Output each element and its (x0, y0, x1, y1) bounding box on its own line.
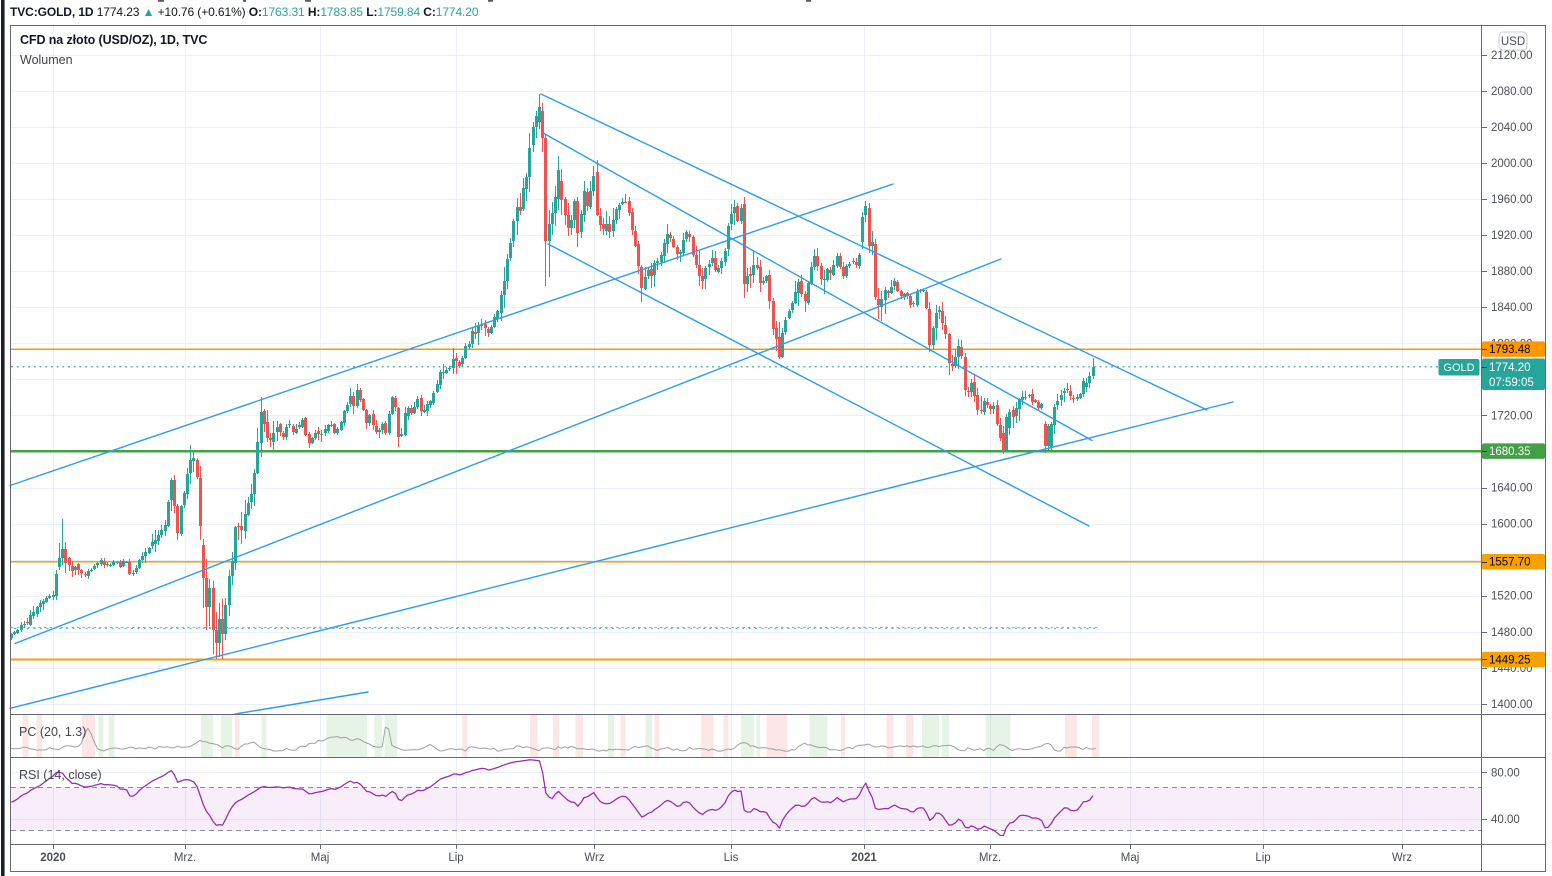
svg-text:1680.35: 1680.35 (1489, 446, 1531, 458)
svg-text:1720.00: 1720.00 (1491, 410, 1533, 422)
svg-text:2021: 2021 (851, 852, 877, 864)
svg-text:1960.00: 1960.00 (1491, 194, 1533, 206)
svg-text:RSI (14, close): RSI (14, close) (19, 768, 102, 782)
svg-text:1600.00: 1600.00 (1491, 519, 1533, 531)
svg-text:Lip: Lip (448, 852, 463, 864)
svg-text:80.00: 80.00 (1491, 768, 1520, 780)
svg-text:Maj: Maj (1121, 852, 1140, 864)
svg-text:TVC:GOLD, 1D 1774.23 ▲ +10.76: TVC:GOLD, 1D 1774.23 ▲ +10.76 (+0.61%) O… (10, 5, 479, 19)
svg-text:1557.70: 1557.70 (1489, 557, 1531, 569)
svg-text:GOLD: GOLD (1443, 362, 1474, 374)
svg-text:Mrz.: Mrz. (979, 852, 1001, 864)
svg-text:1793.48: 1793.48 (1489, 344, 1531, 356)
svg-text:40.00: 40.00 (1491, 814, 1520, 826)
svg-text:Maj: Maj (311, 852, 330, 864)
svg-text:1449.25: 1449.25 (1489, 655, 1531, 667)
svg-text:1480.00: 1480.00 (1491, 627, 1533, 639)
svg-text:1400.00: 1400.00 (1491, 699, 1533, 711)
svg-text:2020: 2020 (40, 852, 66, 864)
svg-text:1774.20: 1774.20 (1489, 362, 1531, 374)
svg-text:2040.00: 2040.00 (1491, 122, 1533, 134)
svg-text:Lis: Lis (724, 852, 739, 864)
svg-text:Lip: Lip (1255, 852, 1270, 864)
svg-text:07:59:05: 07:59:05 (1489, 377, 1534, 389)
svg-text:1520.00: 1520.00 (1491, 591, 1533, 603)
svg-text:Wrz: Wrz (584, 852, 604, 864)
svg-text:PC (20, 1.3): PC (20, 1.3) (19, 725, 86, 739)
svg-text:2120.00: 2120.00 (1491, 50, 1533, 62)
svg-text:1640.00: 1640.00 (1491, 483, 1533, 495)
svg-text:Wolumen: Wolumen (20, 53, 73, 67)
svg-text:Wrz: Wrz (1392, 852, 1412, 864)
svg-text:2000.00: 2000.00 (1491, 158, 1533, 170)
svg-text:USD: USD (1501, 36, 1525, 48)
svg-text:CFD na złoto (USD/OZ), 1D, TVC: CFD na złoto (USD/OZ), 1D, TVC (20, 33, 207, 47)
svg-text:1880.00: 1880.00 (1491, 266, 1533, 278)
svg-text:Mrz.: Mrz. (174, 852, 196, 864)
svg-text:1920.00: 1920.00 (1491, 230, 1533, 242)
svg-text:1840.00: 1840.00 (1491, 302, 1533, 314)
svg-text:2080.00: 2080.00 (1491, 86, 1533, 98)
